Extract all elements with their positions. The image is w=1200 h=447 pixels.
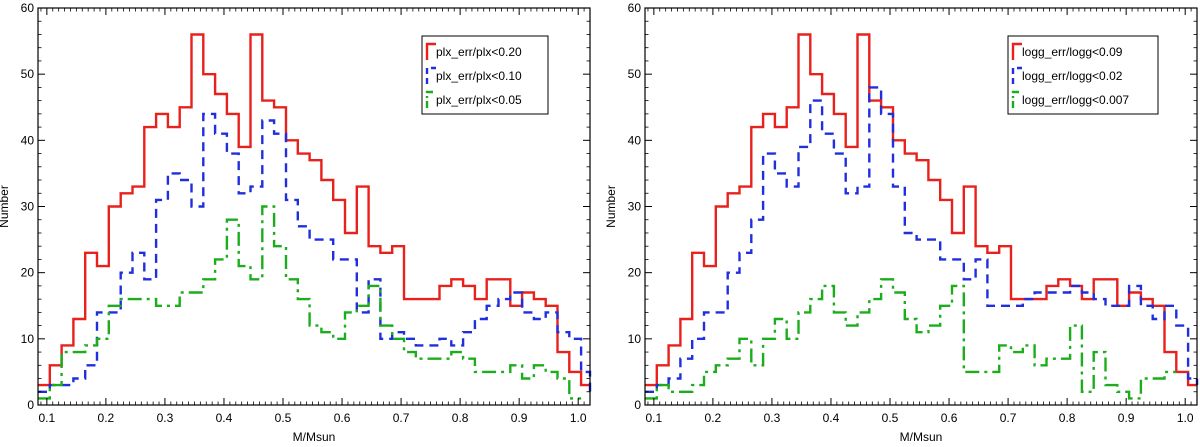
y-tick-label: 30	[628, 200, 642, 214]
y-axis-label: Number	[0, 185, 11, 228]
x-tick-label: 0.4	[216, 411, 233, 425]
x-tick-label: 0.4	[823, 411, 840, 425]
x-tick-label: 1.0	[570, 411, 587, 425]
series-line-2	[38, 112, 592, 393]
legend-label: plx_err/plx<0.20	[436, 45, 522, 59]
y-tick-label: 10	[21, 332, 35, 346]
y-tick-label: 0	[634, 398, 641, 412]
series-line-1	[38, 33, 590, 387]
y-tick-label: 10	[628, 332, 642, 346]
y-tick-label: 60	[21, 1, 35, 15]
series-line-3	[645, 278, 1177, 400]
y-tick-label: 50	[21, 67, 35, 81]
x-axis-label: M/Msun	[293, 430, 336, 444]
legend-box	[421, 35, 549, 115]
x-tick-label: 0.3	[157, 411, 174, 425]
x-tick-label: 0.5	[882, 411, 899, 425]
legend-label: plx_err/plx<0.10	[436, 69, 522, 83]
x-tick-label: 0.9	[1118, 411, 1135, 425]
x-tick-label: 0.8	[452, 411, 469, 425]
x-tick-label: 0.2	[705, 411, 722, 425]
legend-swatch	[425, 42, 436, 60]
legend-label: logg_err/logg<0.007	[1022, 93, 1129, 107]
x-tick-label: 0.6	[941, 411, 958, 425]
y-tick-label: 40	[628, 133, 642, 147]
x-tick-label: 0.8	[1059, 411, 1076, 425]
y-tick-label: 60	[628, 1, 642, 15]
x-tick-label: 0.9	[511, 411, 528, 425]
x-tick-label: 0.7	[1000, 411, 1017, 425]
left-histogram-panel: 0.1 0.2 0.3 0.4 0.5 0.6 0.7 0.8 0.9 1.0 0 10 20 30 40 5…	[0, 1, 592, 444]
y-tick-label: 50	[628, 67, 642, 81]
x-axis-label: M/Msun	[900, 430, 943, 444]
x-tick-label: 0.7	[393, 411, 410, 425]
x-tick-label: 0.3	[764, 411, 781, 425]
x-tick-label: 0.1	[646, 411, 663, 425]
x-tick-label: 0.2	[98, 411, 115, 425]
legend-label: logg_err/logg<0.02	[1022, 69, 1123, 83]
legend-swatch	[1011, 42, 1022, 60]
x-tick-label: 0.1	[39, 411, 56, 425]
x-tick-label: 0.6	[334, 411, 351, 425]
y-tick-label: 20	[628, 266, 642, 280]
legend-swatch	[1011, 90, 1022, 108]
y-tick-label: 0	[27, 398, 34, 412]
y-tick-label: 40	[21, 133, 35, 147]
series-line-1	[645, 33, 1197, 387]
series-line-2	[645, 86, 1199, 393]
legend-label: plx_err/plx<0.05	[436, 93, 522, 107]
legend-box	[1007, 35, 1159, 115]
y-tick-label: 20	[21, 266, 35, 280]
legend-swatch	[1011, 66, 1022, 84]
series-line-3	[38, 205, 582, 400]
legend-swatch	[425, 66, 436, 84]
legend-label: logg_err/logg<0.09	[1022, 45, 1123, 59]
legend-swatch	[425, 90, 436, 108]
y-axis-label: Number	[604, 185, 618, 228]
x-tick-label: 1.0	[1177, 411, 1194, 425]
right-histogram-panel: 0.1 0.2 0.3 0.4 0.5 0.6 0.7 0.8 0.9 1.0 0 10 20 30 40 5…	[604, 1, 1199, 444]
y-tick-label: 30	[21, 200, 35, 214]
x-tick-label: 0.5	[275, 411, 292, 425]
